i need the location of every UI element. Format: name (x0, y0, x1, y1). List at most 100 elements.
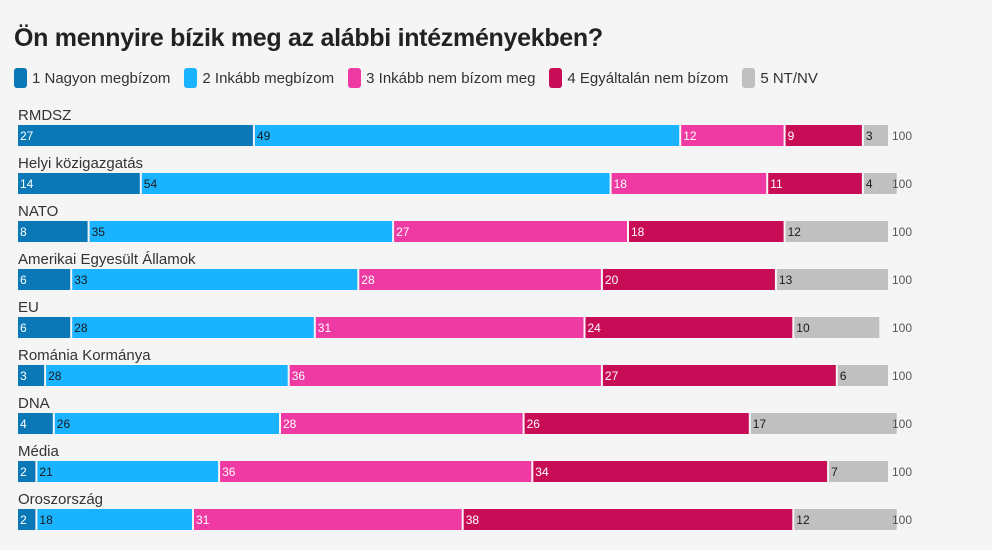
bar-segment-helyi-kozigazgatas-2 (141, 173, 610, 194)
bar-segment-rmdsz-5 (863, 125, 888, 146)
value-label-amerikai-egyesult-allamok-4: 20 (605, 273, 619, 287)
value-label-eu-5: 10 (796, 321, 810, 335)
total-label-rmdsz: 100 (892, 129, 912, 143)
bar-segment-romania-kormanya-1 (18, 365, 45, 386)
value-label-media-4: 34 (535, 465, 549, 479)
bar-segment-helyi-kozigazgatas-5 (863, 173, 897, 194)
chart-title: Ön mennyire bízik meg az alábbi intézmén… (14, 24, 603, 52)
total-label-eu: 100 (892, 321, 912, 335)
value-label-eu-4: 24 (588, 321, 602, 335)
total-label-nato: 100 (892, 225, 912, 239)
value-label-rmdsz-5: 3 (866, 129, 873, 143)
bar-segment-eu-2 (72, 317, 314, 338)
category-label-nato: NATO (18, 203, 58, 220)
value-label-dna-1: 4 (20, 417, 27, 431)
bar-segment-oroszorszag-1 (18, 509, 36, 530)
legend-swatch-3 (348, 68, 362, 88)
bar-segment-nato-2 (89, 221, 393, 242)
category-label-amerikai-egyesult-allamok: Amerikai Egyesült Államok (18, 251, 196, 268)
category-label-rmdsz: RMDSZ (18, 107, 71, 124)
category-label-helyi-kozigazgatas: Helyi közigazgatás (18, 155, 143, 172)
bar-segment-dna-4 (524, 413, 749, 434)
legend-label-5: 5 NT/NV (760, 69, 818, 87)
bar-segment-media-4 (533, 461, 828, 482)
legend-swatch-5 (742, 68, 756, 88)
bar-segment-romania-kormanya-2 (46, 365, 288, 386)
value-label-media-1: 2 (20, 465, 27, 479)
value-label-oroszorszag-4: 38 (466, 513, 480, 527)
value-label-media-5: 7 (831, 465, 838, 479)
bar-segment-romania-kormanya-3 (289, 365, 601, 386)
bar-segment-media-5 (829, 461, 888, 482)
legend: 1 Nagyon megbízom 2 Inkább megbízom 3 In… (14, 68, 832, 88)
bar-segment-nato-3 (394, 221, 627, 242)
value-label-eu-2: 28 (74, 321, 88, 335)
legend-swatch-1 (14, 68, 27, 88)
value-label-helyi-kozigazgatas-2: 54 (144, 177, 158, 191)
bar-segment-rmdsz-4 (785, 125, 862, 146)
bar-segment-rmdsz-1 (18, 125, 253, 146)
bar-segment-dna-1 (18, 413, 53, 434)
total-label-dna: 100 (892, 417, 912, 431)
value-label-nato-1: 8 (20, 225, 27, 239)
bar-segment-rmdsz-2 (254, 125, 680, 146)
total-label-oroszorszag: 100 (892, 513, 912, 527)
bar-segment-media-2 (37, 461, 219, 482)
bar-segment-dna-3 (281, 413, 523, 434)
category-label-oroszorszag: Oroszország (18, 491, 103, 508)
total-label-media: 100 (892, 465, 912, 479)
bar-segment-romania-kormanya-5 (837, 365, 888, 386)
bar-segment-eu-3 (315, 317, 584, 338)
total-label-helyi-kozigazgatas: 100 (892, 177, 912, 191)
value-label-helyi-kozigazgatas-5: 4 (866, 177, 873, 191)
value-label-helyi-kozigazgatas-1: 14 (20, 177, 34, 191)
value-label-rmdsz-1: 27 (20, 129, 34, 143)
value-label-romania-kormanya-4: 27 (605, 369, 619, 383)
value-label-nato-5: 12 (788, 225, 802, 239)
value-label-oroszorszag-1: 2 (20, 513, 27, 527)
value-label-rmdsz-2: 49 (257, 129, 271, 143)
bar-segment-media-3 (220, 461, 532, 482)
bar-segment-amerikai-egyesult-allamok-2 (72, 269, 358, 290)
value-label-rmdsz-3: 12 (683, 129, 697, 143)
legend-item-4: 4 Egyáltalán nem bízom (549, 68, 728, 88)
value-label-amerikai-egyesult-allamok-1: 6 (20, 273, 27, 287)
legend-label-1: 1 Nagyon megbízom (32, 69, 171, 87)
total-label-romania-kormanya: 100 (892, 369, 912, 383)
legend-item-2: 2 Inkább megbízom (184, 68, 334, 88)
bar-segment-dna-2 (54, 413, 279, 434)
value-label-nato-3: 27 (396, 225, 410, 239)
bar-segment-nato-1 (18, 221, 88, 242)
bar-segment-oroszorszag-4 (463, 509, 793, 530)
bar-segment-media-1 (18, 461, 36, 482)
bar-segment-amerikai-egyesult-allamok-1 (18, 269, 71, 290)
value-label-dna-3: 28 (283, 417, 297, 431)
bar-segment-amerikai-egyesult-allamok-4 (602, 269, 775, 290)
bar-segment-eu-5 (794, 317, 880, 338)
bar-segment-oroszorszag-3 (194, 509, 462, 530)
value-label-helyi-kozigazgatas-4: 11 (770, 177, 783, 191)
value-label-rmdsz-4: 9 (788, 129, 795, 143)
legend-item-3: 3 Inkább nem bízom meg (348, 68, 535, 88)
value-label-romania-kormanya-1: 3 (20, 369, 27, 383)
total-label-amerikai-egyesult-allamok: 100 (892, 273, 912, 287)
legend-label-4: 4 Egyáltalán nem bízom (567, 69, 729, 87)
bar-segment-eu-4 (585, 317, 793, 338)
category-label-dna: DNA (18, 395, 50, 412)
value-label-helyi-kozigazgatas-3: 18 (614, 177, 628, 191)
value-label-amerikai-egyesult-allamok-3: 28 (361, 273, 375, 287)
category-label-eu: EU (18, 299, 39, 316)
value-label-romania-kormanya-5: 6 (840, 369, 847, 383)
bar-segment-helyi-kozigazgatas-3 (611, 173, 767, 194)
bar-segment-oroszorszag-2 (37, 509, 193, 530)
value-label-romania-kormanya-3: 36 (292, 369, 306, 383)
bar-segment-amerikai-egyesult-allamok-3 (359, 269, 601, 290)
legend-item-5: 5 NT/NV (742, 68, 818, 88)
value-label-oroszorszag-3: 31 (196, 513, 210, 527)
value-label-amerikai-egyesult-allamok-2: 33 (74, 273, 88, 287)
value-label-romania-kormanya-2: 28 (48, 369, 62, 383)
value-label-media-3: 36 (222, 465, 236, 479)
value-label-nato-4: 18 (631, 225, 645, 239)
value-label-dna-4: 26 (527, 417, 541, 431)
bar-segment-rmdsz-3 (681, 125, 784, 146)
